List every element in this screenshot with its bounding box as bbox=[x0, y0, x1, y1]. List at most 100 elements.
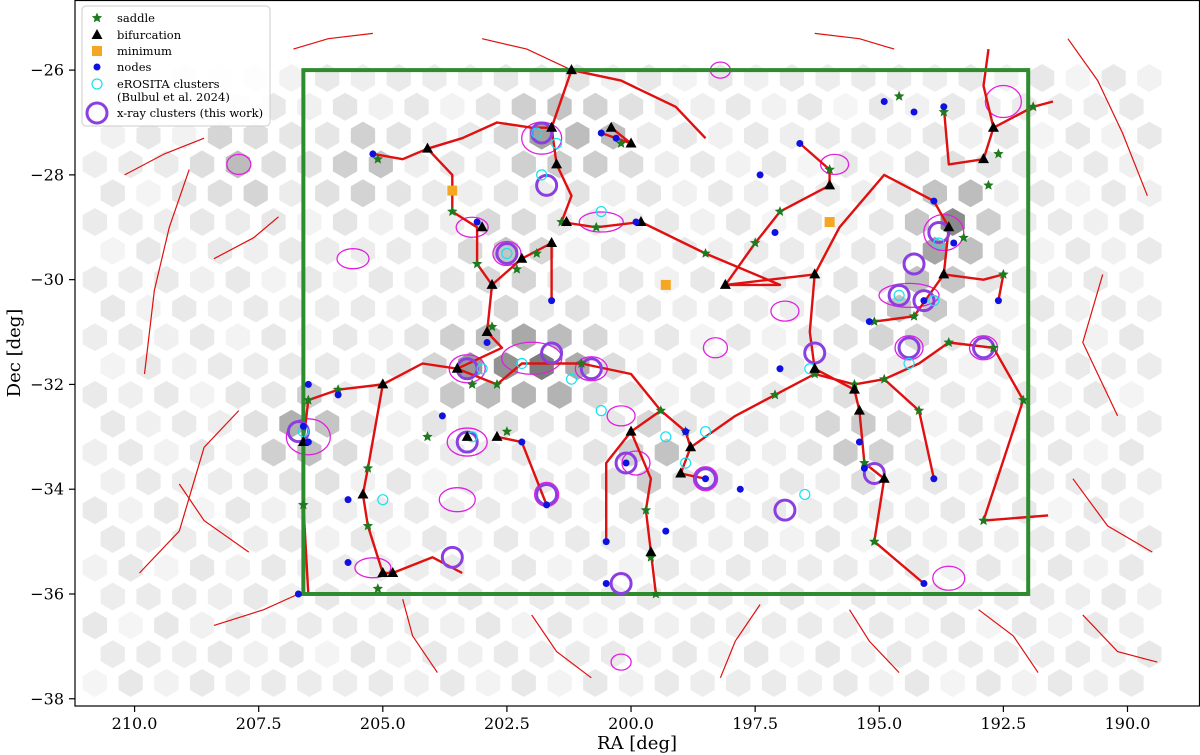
nodes-point bbox=[940, 103, 948, 111]
nodes-point bbox=[771, 229, 779, 237]
filament-outer bbox=[402, 599, 438, 673]
density-hex bbox=[1137, 582, 1162, 611]
density-hex bbox=[511, 208, 536, 236]
density-hex bbox=[511, 265, 536, 294]
density-hex bbox=[815, 525, 840, 553]
density-hex bbox=[386, 236, 411, 265]
density-hex bbox=[422, 236, 447, 265]
density-hex bbox=[225, 208, 250, 236]
density-hex bbox=[636, 121, 661, 150]
density-hex bbox=[475, 553, 501, 582]
saddle-point bbox=[466, 378, 478, 389]
density-hex bbox=[761, 669, 787, 697]
density-hex bbox=[386, 582, 411, 611]
contour bbox=[819, 153, 850, 176]
density-hex bbox=[279, 640, 304, 669]
density-hex bbox=[458, 640, 483, 669]
density-hex bbox=[904, 496, 930, 525]
saddle-point bbox=[859, 457, 870, 468]
nodes-point bbox=[994, 297, 1002, 305]
density-hex bbox=[1065, 467, 1090, 496]
erosita-clusters-point bbox=[928, 295, 940, 307]
density-hex bbox=[82, 265, 107, 294]
density-hex bbox=[1047, 553, 1073, 582]
density-hex bbox=[1083, 323, 1108, 352]
bifurcation-point bbox=[377, 567, 389, 578]
density-hex bbox=[565, 640, 590, 669]
density-hex bbox=[315, 352, 340, 381]
bifurcation-point bbox=[824, 179, 836, 190]
density-hex bbox=[100, 467, 125, 496]
density-hex bbox=[136, 179, 161, 208]
density-hex bbox=[475, 92, 501, 121]
density-hex bbox=[118, 438, 143, 467]
density-hex bbox=[851, 525, 876, 553]
density-hex bbox=[690, 611, 715, 640]
density-hex bbox=[100, 409, 125, 438]
density-hex bbox=[493, 121, 519, 150]
density-hex bbox=[136, 352, 161, 381]
density-hex bbox=[976, 669, 1001, 697]
x-ray-clusters-this-work-point bbox=[440, 545, 464, 569]
density-hex bbox=[976, 438, 1001, 467]
density-hex bbox=[744, 467, 769, 496]
density-hex bbox=[225, 265, 250, 294]
density-hex bbox=[636, 352, 661, 381]
density-hex bbox=[636, 467, 661, 496]
contour bbox=[606, 405, 636, 427]
y-axis-title: Dec [deg] bbox=[4, 309, 25, 398]
density-hex bbox=[779, 352, 804, 381]
density-hex bbox=[261, 150, 286, 179]
nodes-point bbox=[548, 297, 556, 305]
density-hex bbox=[493, 294, 519, 323]
nodes-point bbox=[438, 412, 446, 420]
density-hex bbox=[386, 409, 411, 438]
saddle-point bbox=[769, 389, 781, 400]
density-hex bbox=[82, 496, 107, 525]
density-hex bbox=[1030, 64, 1055, 92]
density-hex bbox=[654, 611, 679, 640]
density-hex bbox=[529, 352, 554, 381]
density-hex bbox=[82, 150, 107, 179]
nodes-point bbox=[473, 218, 481, 226]
density-hex bbox=[475, 438, 501, 467]
density-hex bbox=[368, 323, 393, 352]
density-hex bbox=[601, 582, 626, 611]
density-hex bbox=[1012, 611, 1037, 640]
density-hex bbox=[261, 323, 286, 352]
filament-outer bbox=[178, 483, 250, 553]
density-hex bbox=[100, 352, 125, 381]
density-hex bbox=[529, 640, 554, 669]
filament bbox=[550, 127, 831, 287]
density-hex bbox=[118, 323, 143, 352]
density-hex bbox=[1065, 582, 1090, 611]
density-hex bbox=[350, 582, 376, 611]
density-hex bbox=[440, 323, 465, 352]
x-ray-clusters-this-work-point bbox=[912, 289, 936, 313]
density-hex bbox=[1065, 640, 1090, 669]
bifurcation-point bbox=[377, 378, 389, 389]
density-hex bbox=[154, 380, 179, 409]
density-hex bbox=[154, 438, 179, 467]
density-hex bbox=[690, 150, 715, 179]
density-hex bbox=[225, 380, 250, 409]
density-hex bbox=[100, 236, 125, 265]
density-hex bbox=[940, 669, 965, 697]
y-tick-label: −30 bbox=[30, 270, 64, 289]
saddle-point bbox=[531, 248, 542, 258]
density-hex bbox=[475, 669, 501, 697]
density-hex bbox=[529, 582, 554, 611]
density-hex bbox=[440, 611, 465, 640]
density-hex bbox=[833, 323, 858, 352]
density-hex bbox=[511, 380, 536, 409]
density-hex bbox=[1119, 438, 1144, 467]
density-hex bbox=[154, 150, 179, 179]
density-hex bbox=[1119, 208, 1144, 236]
density-hex bbox=[940, 265, 965, 294]
density-hex bbox=[136, 121, 161, 150]
density-hex bbox=[583, 380, 608, 409]
bifurcation-point bbox=[809, 362, 821, 373]
density-hex bbox=[1030, 409, 1055, 438]
filament-outer bbox=[1082, 614, 1158, 663]
density-hex bbox=[618, 323, 644, 352]
